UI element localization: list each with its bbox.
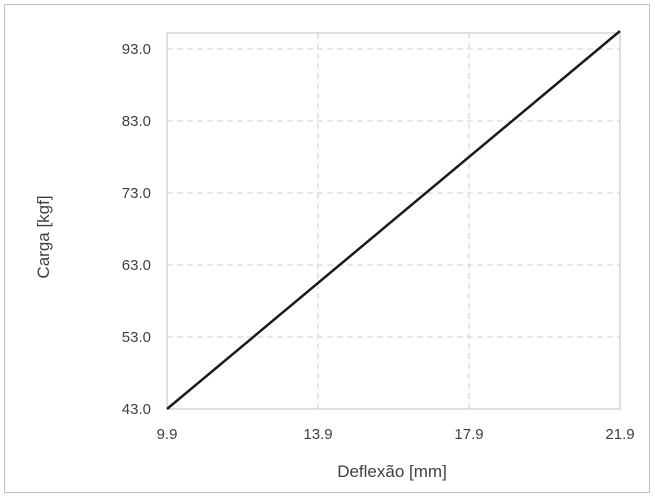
plot-area [166,32,621,410]
y-tick-labels: 43.0 53.0 63.0 73.0 83.0 93.0 [122,41,151,418]
x-tick-label: 9.9 [157,426,178,443]
y-axis-title: Carga [kgf] [34,195,53,278]
x-tick-labels: 9.9 13.9 17.9 21.9 [157,426,635,443]
y-tick-label: 93.0 [122,41,151,58]
x-axis-title: Deflexão [mm] [337,462,447,481]
x-tick-label: 17.9 [454,426,483,443]
y-tick-label: 43.0 [122,401,151,418]
y-tick-label: 83.0 [122,113,151,130]
y-tick-label: 63.0 [122,257,151,274]
x-tick-label: 13.9 [303,426,332,443]
chart-frame [4,4,650,493]
y-tick-label: 73.0 [122,185,151,202]
y-tick-label: 53.0 [122,329,151,346]
series-layer [166,30,621,410]
series-line [166,30,621,410]
x-tick-label: 21.9 [605,426,634,443]
gridlines [167,33,620,409]
